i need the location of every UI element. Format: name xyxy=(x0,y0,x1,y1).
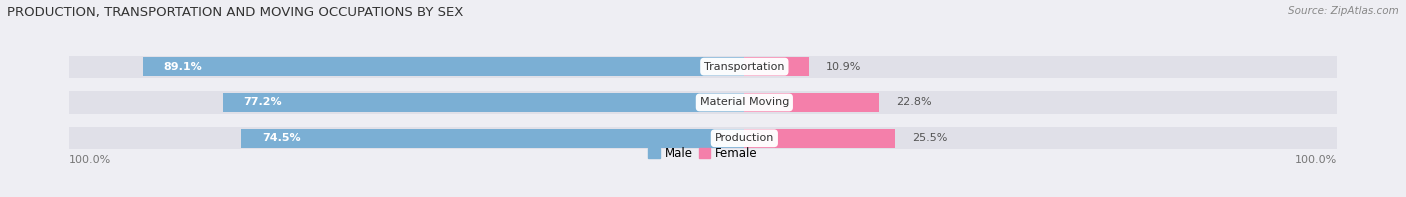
Bar xyxy=(142,57,744,76)
Bar xyxy=(69,56,1337,78)
Text: 74.5%: 74.5% xyxy=(262,133,301,143)
Bar xyxy=(224,93,744,112)
Bar xyxy=(744,93,880,112)
Text: Material Moving: Material Moving xyxy=(700,98,789,107)
Text: Transportation: Transportation xyxy=(704,62,785,72)
Text: PRODUCTION, TRANSPORTATION AND MOVING OCCUPATIONS BY SEX: PRODUCTION, TRANSPORTATION AND MOVING OC… xyxy=(7,6,464,19)
Text: 89.1%: 89.1% xyxy=(163,62,202,72)
Bar xyxy=(744,129,896,148)
Bar xyxy=(242,129,744,148)
Bar xyxy=(744,57,808,76)
Text: 100.0%: 100.0% xyxy=(1295,155,1337,165)
Text: Source: ZipAtlas.com: Source: ZipAtlas.com xyxy=(1288,6,1399,16)
Text: 25.5%: 25.5% xyxy=(912,133,948,143)
Bar xyxy=(69,91,1337,113)
Text: Production: Production xyxy=(714,133,775,143)
Bar xyxy=(69,127,1337,149)
Text: 100.0%: 100.0% xyxy=(69,155,111,165)
Text: 77.2%: 77.2% xyxy=(243,98,283,107)
Legend: Male, Female: Male, Female xyxy=(644,143,762,165)
Text: 10.9%: 10.9% xyxy=(825,62,860,72)
Text: 22.8%: 22.8% xyxy=(896,98,932,107)
